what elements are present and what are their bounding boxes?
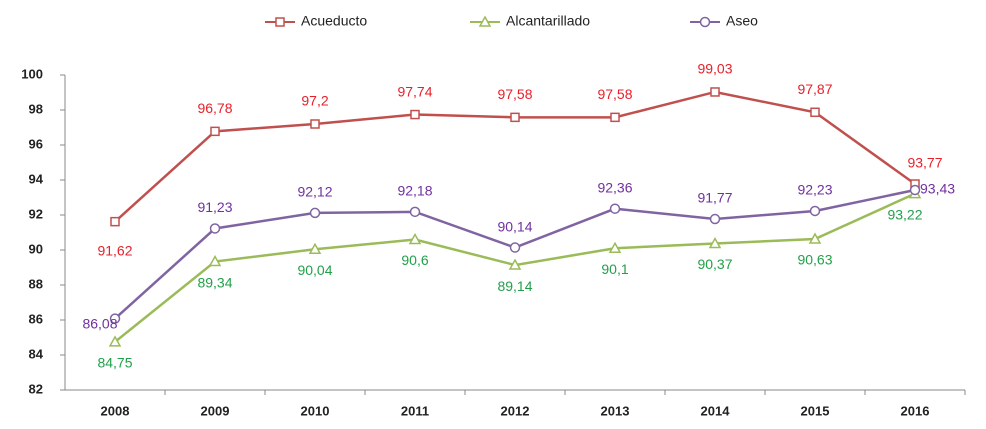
marker — [809, 205, 821, 217]
value-label: 84,75 — [97, 355, 132, 371]
marker — [609, 203, 621, 214]
value-label: 92,12 — [297, 184, 332, 200]
marker — [410, 109, 420, 120]
value-label: 97,58 — [597, 86, 632, 102]
x-tick-label: 2009 — [201, 403, 230, 418]
y-tick-label: 88 — [29, 276, 43, 291]
marker — [710, 87, 720, 97]
marker — [810, 107, 820, 118]
value-label: 97,58 — [497, 86, 532, 102]
marker — [210, 126, 220, 137]
marker — [409, 206, 421, 218]
y-tick-label: 90 — [29, 241, 43, 256]
x-tick-label: 2012 — [501, 403, 530, 418]
marker — [209, 223, 221, 234]
value-label: 93,77 — [907, 155, 942, 171]
marker — [610, 112, 620, 123]
marker — [508, 258, 522, 270]
legend-label: Acueducto — [301, 13, 367, 29]
value-label: 90,63 — [797, 252, 832, 268]
marker — [275, 17, 285, 27]
marker — [110, 216, 120, 227]
legend-label: Aseo — [726, 13, 758, 29]
legend-label: Alcantarillado — [506, 13, 590, 29]
y-tick-label: 100 — [21, 66, 43, 81]
x-tick-label: 2013 — [601, 403, 630, 418]
value-label: 90,04 — [297, 262, 332, 278]
marker — [510, 112, 520, 123]
marker — [109, 313, 121, 324]
marker — [699, 16, 711, 28]
marker — [708, 236, 722, 249]
value-label: 90,14 — [497, 218, 532, 234]
value-label: 93,43 — [920, 181, 955, 197]
value-label: 92,23 — [797, 182, 832, 198]
marker — [108, 335, 122, 347]
value-label: 92,18 — [397, 183, 432, 199]
value-label: 97,74 — [397, 83, 432, 99]
marker — [808, 232, 822, 244]
value-label: 86,08 — [82, 315, 117, 331]
value-label: 91,23 — [197, 199, 232, 215]
marker — [408, 232, 422, 245]
marker — [608, 241, 622, 253]
marker — [308, 242, 322, 255]
value-label: 90,6 — [401, 252, 428, 268]
value-label: 89,14 — [497, 278, 532, 294]
x-tick-label: 2008 — [101, 403, 130, 418]
marker — [478, 15, 492, 27]
x-tick-label: 2015 — [801, 403, 830, 418]
value-label: 99,03 — [697, 61, 732, 77]
value-label: 90,37 — [697, 256, 732, 272]
x-tick-label: 2014 — [701, 403, 731, 418]
y-tick-label: 82 — [29, 381, 43, 396]
y-tick-label: 98 — [29, 101, 43, 116]
value-label: 96,78 — [197, 100, 232, 116]
y-tick-label: 94 — [29, 171, 44, 186]
marker — [309, 207, 321, 219]
marker — [709, 213, 721, 225]
y-tick-label: 96 — [29, 136, 43, 151]
value-label: 93,22 — [887, 206, 922, 222]
marker — [509, 242, 521, 253]
value-label: 92,36 — [597, 179, 632, 195]
series-line — [114, 188, 916, 320]
value-label: 97,2 — [301, 93, 328, 109]
value-label: 91,77 — [697, 190, 732, 206]
marker — [208, 255, 222, 267]
value-label: 89,34 — [197, 274, 232, 290]
value-label: 90,1 — [601, 261, 628, 277]
x-tick-label: 2011 — [401, 403, 429, 418]
y-tick-label: 92 — [29, 206, 43, 221]
value-label: 97,87 — [797, 81, 832, 97]
x-tick-label: 2016 — [901, 403, 930, 418]
y-tick-label: 86 — [29, 311, 43, 326]
marker — [909, 184, 921, 196]
series-line — [114, 90, 916, 223]
value-label: 91,62 — [97, 242, 132, 258]
marker — [310, 119, 320, 129]
y-tick-label: 84 — [29, 346, 44, 361]
x-tick-label: 2010 — [301, 403, 330, 418]
